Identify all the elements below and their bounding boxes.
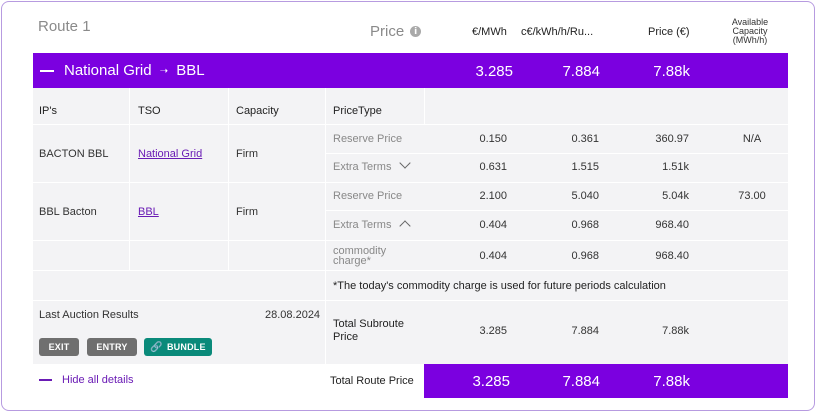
summary-eur-mwh: 3.285 <box>475 63 513 80</box>
price-type-label: Extra Terms <box>333 161 392 173</box>
eur-mwh-value: 0.404 <box>479 219 507 231</box>
ceur-value: 1.515 <box>571 161 599 173</box>
capacity-value: Firm <box>236 206 258 218</box>
header-capacity: Capacity <box>236 105 279 117</box>
available-capacity-value: N/A <box>742 133 762 145</box>
chevron-up-icon[interactable] <box>399 220 412 232</box>
col-ceur-header: c€/kWh/h/Ru... <box>521 26 594 38</box>
bundle-button-label: BUNDLE <box>166 342 206 352</box>
extra-terms-toggle[interactable]: Extra Terms <box>333 219 412 232</box>
subtotal-price: 7.88k <box>662 325 689 337</box>
col-eur-mwh-header: €/MWh <box>472 26 507 38</box>
col-available-header: Available Capacity (MWh/h) <box>731 17 769 45</box>
bundle-button[interactable]: 🔗 BUNDLE <box>144 338 212 356</box>
tso-link[interactable]: BBL <box>138 206 159 218</box>
minus-icon <box>39 379 52 381</box>
price-eur-value: 968.40 <box>655 219 689 231</box>
subtotal-eur-mwh: 3.285 <box>479 325 507 337</box>
route-source: National Grid <box>64 62 152 79</box>
entry-button[interactable]: ENTRY <box>87 338 137 356</box>
tso-link[interactable]: National Grid <box>138 148 203 160</box>
ip-name: BACTON BBL <box>39 148 109 160</box>
price-type-label: Extra Terms <box>333 219 392 231</box>
collapse-icon[interactable] <box>40 70 54 72</box>
route-detail-table: IP's TSO Capacity PriceType BACTON BBL N… <box>33 88 788 364</box>
chevron-down-icon[interactable] <box>399 157 412 169</box>
price-eur-value: 1.51k <box>662 161 689 173</box>
price-eur-value: 5.04k <box>662 190 689 202</box>
ceur-value: 5.040 <box>571 190 599 202</box>
link-icon: 🔗 <box>150 341 163 353</box>
price-header: Price i <box>370 23 422 40</box>
last-auction-label: Last Auction Results <box>39 309 139 321</box>
summary-ceur: 7.884 <box>562 63 600 80</box>
commodity-ceur: 0.968 <box>571 250 599 262</box>
eur-mwh-value: 0.631 <box>479 161 507 173</box>
ceur-value: 0.968 <box>571 219 599 231</box>
commodity-price: 968.40 <box>655 250 689 262</box>
commodity-note: *The today's commodity charge is used fo… <box>333 280 666 292</box>
total-eur-mwh: 3.285 <box>472 373 510 390</box>
ceur-value: 0.361 <box>571 133 599 145</box>
price-type-label: Reserve Price <box>333 133 403 145</box>
eur-mwh-value: 0.150 <box>479 133 507 145</box>
total-route-price-label: Total Route Price <box>330 375 414 387</box>
exit-button[interactable]: EXIT <box>39 338 79 356</box>
info-icon[interactable]: i <box>410 26 422 37</box>
total-subroute-label: Total Subroute Price <box>333 318 404 343</box>
header-ips: IP's <box>39 105 57 117</box>
commodity-eur-mwh: 0.404 <box>479 250 507 262</box>
price-header-label: Price <box>370 23 405 40</box>
total-price: 7.88k <box>653 373 690 390</box>
capacity-value: Firm <box>236 148 258 160</box>
subtotal-ceur: 7.884 <box>571 325 599 337</box>
hide-all-details-label: Hide all details <box>62 374 134 386</box>
total-ceur: 7.884 <box>562 373 600 390</box>
route-summary-band[interactable]: National Grid ➝ BBL 3.285 7.884 7.88k <box>33 53 788 88</box>
price-type-label: Reserve Price <box>333 190 403 202</box>
arrow-icon: ➝ <box>159 66 169 77</box>
price-eur-value: 360.97 <box>655 133 689 145</box>
route-title: Route 1 <box>38 18 91 35</box>
header-price-type: PriceType <box>333 105 382 117</box>
header-tso: TSO <box>138 105 161 117</box>
route-summary-name: National Grid ➝ BBL <box>64 62 205 79</box>
col-price-eur-header: Price (€) <box>648 26 690 38</box>
total-route-price-band: 3.285 7.884 7.88k <box>424 364 788 398</box>
ip-name: BBL Bacton <box>39 206 97 218</box>
summary-price-eur: 7.88k <box>653 63 690 80</box>
available-capacity-value: 73.00 <box>738 190 766 202</box>
last-auction-date: 28.08.2024 <box>265 309 321 321</box>
route-destination: BBL <box>176 62 205 79</box>
extra-terms-toggle[interactable]: Extra Terms <box>333 157 412 173</box>
hide-all-details-link[interactable]: Hide all details <box>39 374 134 386</box>
eur-mwh-value: 2.100 <box>479 190 507 202</box>
commodity-charge-label: commodity charge* <box>333 245 387 267</box>
